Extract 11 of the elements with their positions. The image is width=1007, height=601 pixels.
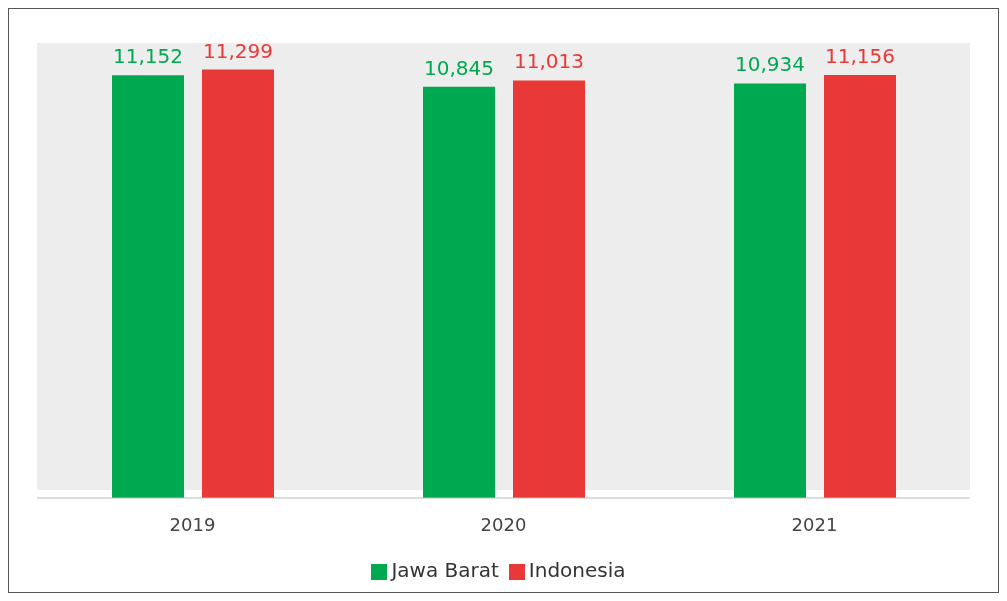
data-label: 11,152 <box>113 44 183 69</box>
legend-label: Indonesia <box>528 558 626 582</box>
data-label: 11,299 <box>203 38 273 63</box>
data-label: 10,934 <box>735 52 805 77</box>
data-label: 10,845 <box>424 55 494 80</box>
x-tick-label: 2020 <box>480 513 527 535</box>
data-label: 11,013 <box>514 49 584 74</box>
x-tick-label: 2019 <box>169 513 216 535</box>
x-tick-label: 2021 <box>791 513 838 535</box>
legend-label: Jawa Barat <box>391 558 499 582</box>
data-label: 11,156 <box>825 44 895 68</box>
